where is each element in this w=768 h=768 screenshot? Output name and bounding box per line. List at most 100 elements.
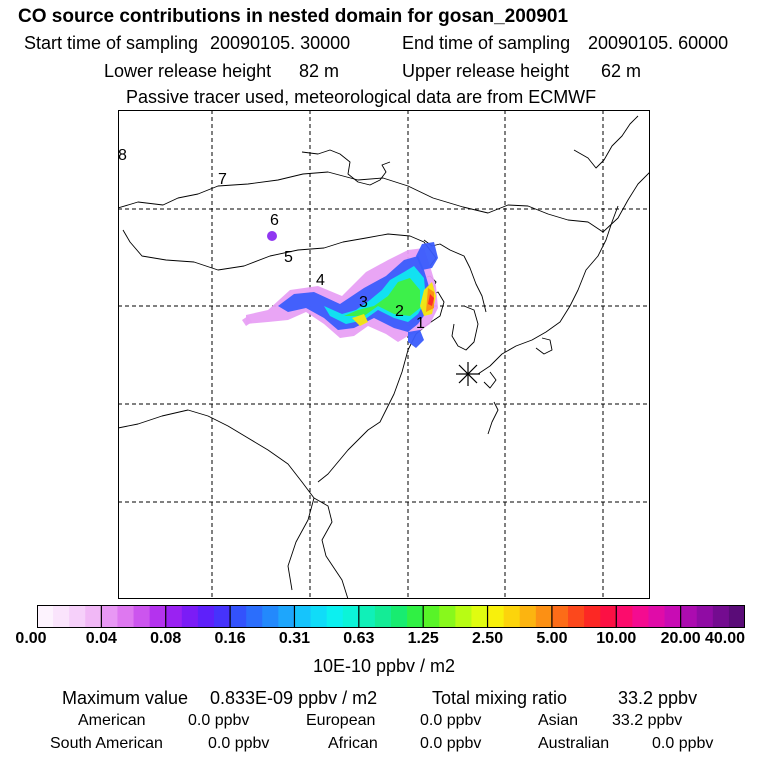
- colorbar-cell: [101, 605, 118, 628]
- colorbar-tick-label: 0.04: [85, 630, 117, 647]
- region-name: American: [78, 712, 146, 729]
- colorbar-cell: [214, 605, 231, 628]
- island-coast-line: [483, 371, 497, 389]
- china-coast-line: [317, 291, 445, 483]
- colorbar-cell: [197, 605, 215, 628]
- lower-height-value: 82 m: [299, 61, 340, 81]
- colorbar-tick-label: 1.25: [407, 630, 439, 647]
- colorbar-cell: [487, 605, 505, 628]
- colorbar-cell: [374, 605, 392, 628]
- colorbar-cell: [455, 605, 472, 628]
- region-value: 0.0 ppbv: [420, 712, 482, 729]
- contour-label-3: 3: [359, 294, 368, 311]
- southeast-coast-line: [313, 497, 349, 599]
- region-name: South American: [50, 735, 163, 752]
- colorbar-cell: [53, 605, 70, 628]
- colorbar-cell: [632, 605, 649, 628]
- colorbar-tick-label: 0.08: [150, 630, 182, 647]
- plume-red-contour: [428, 294, 434, 306]
- plume-isolated-patch: [267, 231, 277, 241]
- colorbar-cell: [310, 605, 328, 628]
- plume-green-contour: [344, 278, 420, 316]
- colorbar-cell: [535, 605, 553, 628]
- northern-border-line: [118, 171, 650, 233]
- max-value: 0.833E-09 ppbv / m2: [210, 688, 378, 708]
- plume-west-patch: [242, 316, 252, 326]
- colorbar-tick-label: 0.31: [278, 630, 311, 647]
- colorbar-cell: [471, 605, 489, 628]
- total-mixing-value: 33.2 ppbv: [618, 688, 698, 708]
- region-name: African: [328, 735, 378, 752]
- start-time-value: 20090105. 30000: [210, 33, 351, 53]
- sakhalin-coast-line: [573, 115, 639, 169]
- colorbar-cell: [616, 605, 633, 628]
- colorbar-tick-label: 5.00: [536, 630, 568, 647]
- colorbar-cell: [278, 605, 295, 628]
- colorbar-unit: 10E-10 ppbv / m2: [312, 656, 456, 676]
- contour-label-5: 5: [284, 249, 293, 266]
- region-name: Australian: [538, 735, 610, 752]
- colorbar-cell: [85, 605, 102, 628]
- tracer-note: Passive tracer used, meteorological data…: [126, 87, 597, 107]
- inner-border-line: [122, 229, 425, 271]
- region-value: 0.0 ppbv: [420, 735, 482, 752]
- colorbar-cell: [568, 605, 585, 628]
- region-name: Asian: [538, 712, 579, 729]
- colorbar-tick-label: 0.63: [343, 630, 375, 647]
- max-value-label: Maximum value: [62, 688, 189, 708]
- colorbar: [37, 605, 745, 628]
- colorbar-cell: [37, 605, 54, 628]
- region-value: 0.0 ppbv: [652, 735, 714, 752]
- colorbar-tick-label: 0.16: [214, 630, 246, 647]
- colorbar-cell: [69, 605, 86, 628]
- colorbar-tick-label: 40.00: [704, 630, 746, 647]
- colorbar-cell: [728, 605, 745, 628]
- colorbar-cell: [342, 605, 360, 628]
- colorbar-cell: [262, 605, 279, 628]
- colorbar-outline: [37, 605, 745, 628]
- contour-label-4: 4: [316, 272, 325, 289]
- island-coast-line: [487, 401, 499, 435]
- total-mixing-label: Total mixing ratio: [432, 688, 568, 708]
- colorbar-cell: [439, 605, 456, 628]
- southern-border-line: [118, 409, 315, 591]
- receptor-asterisk-icon: [456, 362, 480, 386]
- contour-label-1: 1: [416, 315, 425, 332]
- plume-yellow-contour: [352, 282, 436, 326]
- colorbar-cell: [680, 605, 698, 628]
- colorbar-cell: [181, 605, 199, 628]
- source-contribution-plume: [242, 231, 438, 348]
- colorbar-cell: [648, 605, 666, 628]
- contour-label-8: 8: [118, 147, 127, 164]
- end-time-label: End time of sampling: [402, 33, 571, 53]
- colorbar-cell: [117, 605, 135, 628]
- colorbar-cell: [503, 605, 521, 628]
- colorbar-cell: [600, 605, 617, 628]
- plot-title: CO source contributions in nested domain…: [18, 6, 569, 27]
- island-coast-line: [535, 337, 553, 355]
- colorbar-tick-label: 20.00: [660, 630, 701, 647]
- colorbar-cell: [696, 605, 714, 628]
- lake-shore-line: [301, 149, 391, 186]
- colorbar-cell: [391, 605, 408, 628]
- colorbar-cell: [664, 605, 682, 628]
- colorbar-cell: [407, 605, 424, 628]
- plume-north-lobe: [416, 242, 438, 270]
- plume-south-patch: [408, 330, 424, 348]
- colorbar-cell: [712, 605, 730, 628]
- colorbar-cell: [246, 605, 263, 628]
- colorbar-cell: [230, 605, 247, 628]
- upper-height-label: Upper release height: [402, 61, 570, 81]
- colorbar-tick-label: 10.00: [596, 630, 637, 647]
- colorbar-cell: [423, 605, 440, 628]
- colorbar-cell: [326, 605, 344, 628]
- colorbar-cell: [149, 605, 167, 628]
- colorbar-cell: [294, 605, 312, 628]
- colorbar-tick-label: 0.00: [15, 630, 47, 647]
- region-name: European: [306, 712, 376, 729]
- map-frame: [118, 110, 650, 599]
- end-time-value: 20090105. 60000: [588, 33, 729, 53]
- region-value: 0.0 ppbv: [208, 735, 270, 752]
- upper-height-value: 62 m: [601, 61, 642, 81]
- colorbar-cell: [519, 605, 537, 628]
